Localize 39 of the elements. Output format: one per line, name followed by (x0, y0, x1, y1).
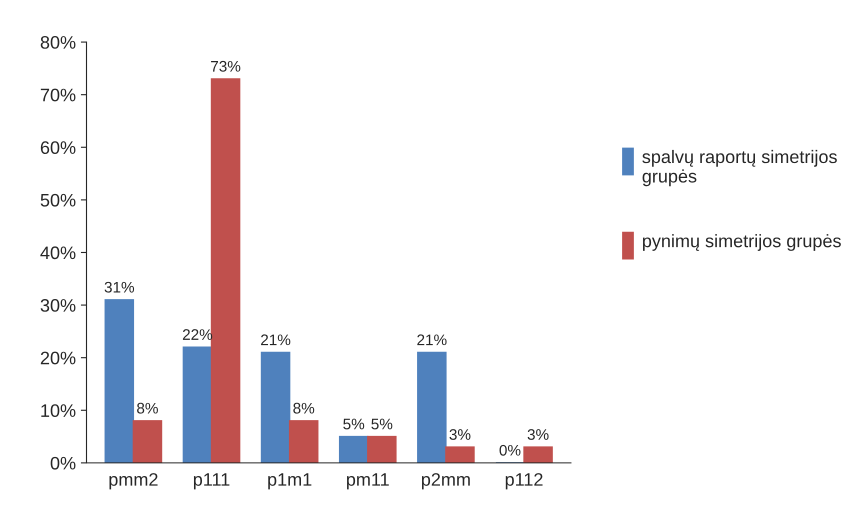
y-tick-label: 50% (40, 194, 76, 207)
data-label: 3% (450, 429, 470, 440)
x-tick-label: p112 (506, 473, 543, 490)
bar (367, 436, 397, 463)
bar (182, 346, 212, 463)
bar (417, 352, 447, 463)
y-tick-label: 10% (41, 404, 76, 417)
y-tick-label: 30% (40, 299, 76, 312)
bar (210, 78, 240, 463)
bar (445, 446, 475, 463)
y-tick-label: 0% (50, 456, 76, 470)
x-tick-label: p2mm (422, 473, 470, 490)
x-tick-label: p111 (194, 473, 230, 490)
data-label: 21% (417, 334, 447, 346)
data-label: 21% (261, 334, 290, 346)
y-tick-label: 60% (40, 141, 76, 154)
data-label: 8% (293, 402, 314, 414)
data-label: 5% (371, 418, 392, 430)
data-label: 0% (500, 444, 520, 456)
data-label: 3% (528, 429, 549, 440)
data-label: 8% (137, 402, 158, 414)
bar (338, 436, 368, 463)
x-tick-label: pmm2 (109, 473, 158, 490)
x-tick-label: pm11 (347, 473, 389, 490)
bar (288, 420, 318, 463)
data-label: 31% (104, 282, 134, 293)
y-tick-label: 20% (40, 352, 76, 364)
legend-label: spalvų raportų simetrijos grupės (642, 150, 837, 186)
y-tick-label: 80% (40, 36, 76, 49)
y-tick-label: 70% (40, 88, 76, 102)
bar (523, 446, 553, 463)
y-tick-label: 40% (40, 246, 76, 260)
x-tick-label: p1m1 (268, 473, 312, 490)
bar (132, 420, 162, 463)
bar (104, 299, 134, 463)
data-label: 73% (211, 60, 240, 72)
legend-label: pynimų simetrijos grupės (642, 234, 841, 251)
bar (260, 352, 290, 463)
data-label: 5% (343, 418, 364, 430)
